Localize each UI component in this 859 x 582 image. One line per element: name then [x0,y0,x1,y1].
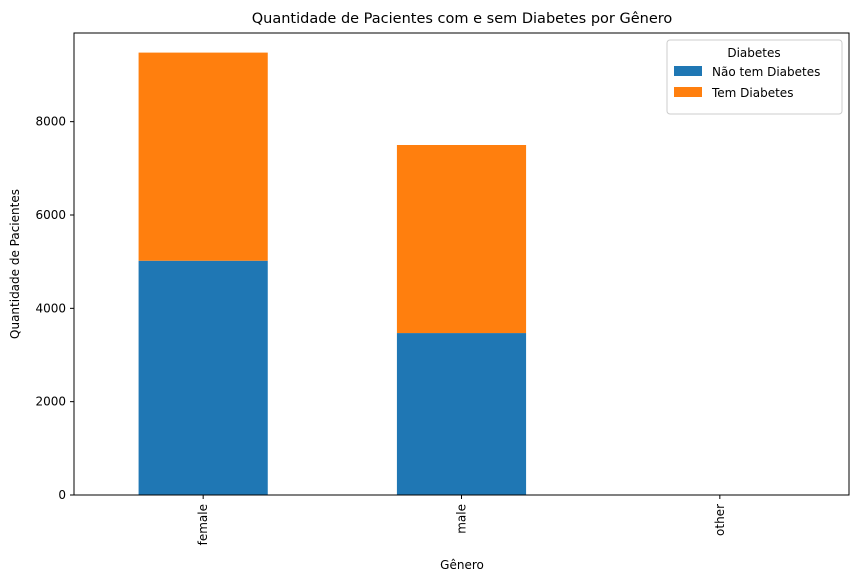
x-axis-label: Gênero [440,558,484,572]
legend-frame [666,39,843,115]
y-tick-label-2000: 2000 [35,395,66,409]
y-tick-label-6000: 6000 [35,208,66,222]
x-tick-label-other: other [713,504,727,536]
bar-male-series-0 [396,333,527,495]
x-tick-label-male: male [455,504,469,534]
legend-entry-1: Tem Diabetes [711,86,793,100]
x-tick-label-female: female [196,504,210,545]
y-tick-label-4000: 4000 [35,301,66,315]
bar-male-series-1 [396,145,527,334]
y-tick-label-8000: 8000 [35,115,66,129]
bar-female-series-1 [138,52,268,261]
chart-title: Quantidade de Pacientes com e sem Diabet… [252,11,673,27]
legend-entry-0: Não tem Diabetes [712,65,820,79]
y-tick-label-0: 0 [58,488,66,502]
x-axis: female male other [196,495,727,545]
legend: Diabetes Não tem Diabetes Tem Diabetes [666,39,843,115]
bar-female-series-0 [138,260,268,495]
bars-group [138,52,527,495]
y-axis-label: Quantidade de Pacientes [8,189,22,339]
legend-swatch-0 [674,66,702,76]
legend-title: Diabetes [727,46,780,60]
y-axis: 0 2000 4000 6000 8000 [35,115,74,502]
legend-swatch-1 [674,87,702,97]
